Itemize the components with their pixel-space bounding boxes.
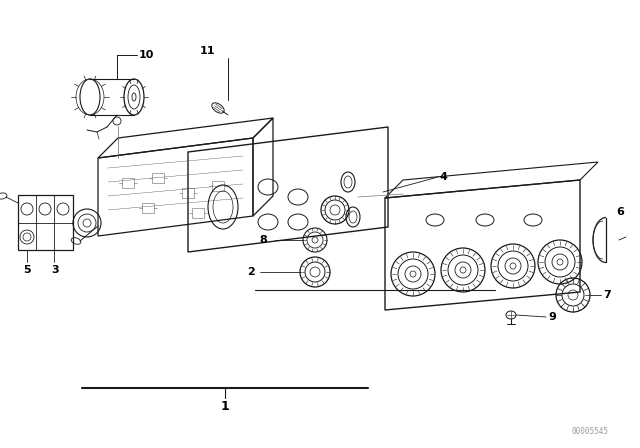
Text: 8: 8: [259, 235, 267, 245]
Text: 00005545: 00005545: [572, 427, 609, 436]
Bar: [192, 208, 204, 218]
Text: 7: 7: [603, 290, 611, 300]
Bar: [212, 181, 224, 191]
Text: 10: 10: [139, 50, 154, 60]
Bar: [122, 178, 134, 188]
Bar: [142, 203, 154, 213]
Text: 9: 9: [548, 312, 556, 322]
Text: 3: 3: [51, 265, 59, 275]
Text: 6: 6: [616, 207, 624, 217]
Text: 11: 11: [200, 46, 216, 56]
Bar: [18, 195, 73, 250]
Bar: [152, 173, 164, 183]
Bar: [182, 188, 194, 198]
Text: 1: 1: [221, 400, 229, 413]
Text: 5: 5: [23, 265, 31, 275]
Text: 4: 4: [440, 172, 448, 182]
Text: 2: 2: [247, 267, 255, 277]
